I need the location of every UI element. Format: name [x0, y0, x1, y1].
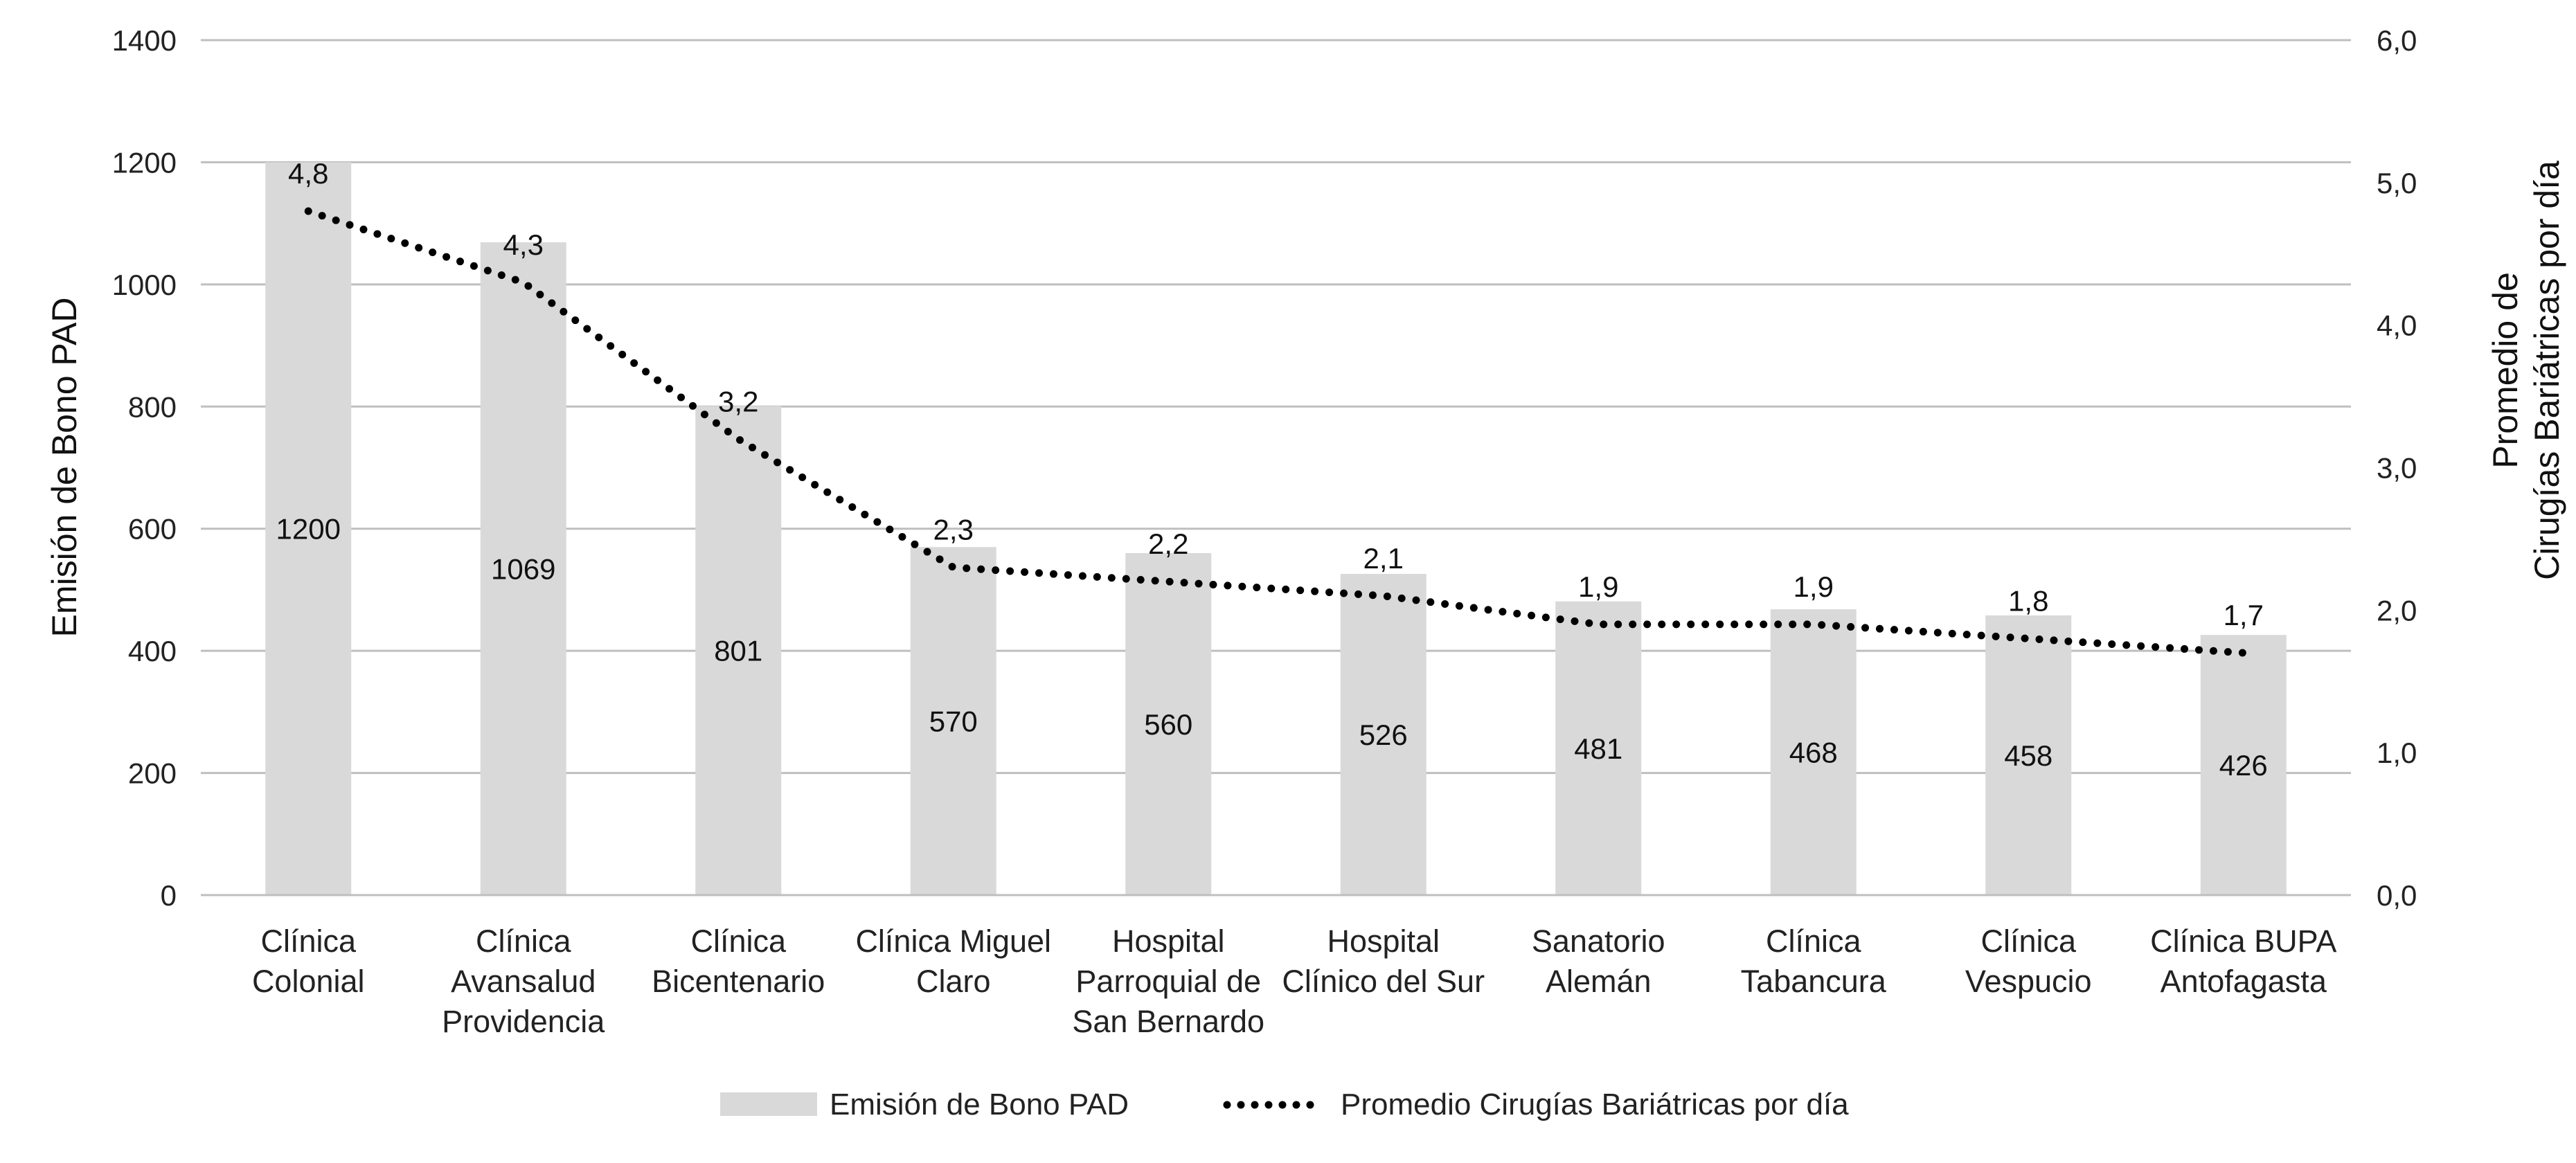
x-tick-label: Sanatorio Alemán: [1532, 923, 1665, 999]
y-right-tick-label: 4,0: [2377, 309, 2417, 342]
bar: [1985, 615, 2072, 895]
bar: [1125, 553, 1212, 895]
x-tick-label: Hospital Parroquial de San Bernardo: [1072, 923, 1264, 1039]
bar: [910, 547, 996, 895]
x-tick-label-line: Hospital: [1327, 923, 1440, 959]
x-tick-label-line: Claro: [916, 964, 991, 999]
x-tick-label-line: Antofagasta: [2161, 964, 2327, 999]
bar-value-label: 560: [1144, 708, 1192, 741]
x-tick-label-line: Alemán: [1546, 964, 1652, 999]
x-tick-label-line: Providencia: [442, 1004, 605, 1039]
line-value-label: 4,8: [288, 157, 328, 190]
bar-value-label: 481: [1574, 732, 1622, 765]
y-left-tick-label: 1400: [112, 24, 177, 57]
legend-swatch-bars: [720, 1092, 817, 1116]
y-right-axis-title: Promedio deCirugías Bariátricas por día: [2486, 161, 2566, 580]
line-value-label: 1,9: [1578, 570, 1618, 603]
line-value-label: 1,9: [1794, 570, 1834, 603]
y-right-tick-label: 1,0: [2377, 737, 2417, 769]
bar: [1555, 601, 1642, 895]
x-tick-label-line: Tabancura: [1741, 964, 1887, 999]
bar-value-label: 526: [1359, 719, 1408, 751]
axes: 0 200 400 600 800 1000 1200 1400 0,0 1,0 2,0 3,0 4,0…: [112, 24, 2417, 1039]
x-tick-label-line: Clínica Miguel: [855, 923, 1051, 959]
y-left-tick-label: 0: [161, 879, 177, 912]
x-tick-label-line: Sanatorio: [1532, 923, 1665, 959]
x-tick-label: Clínica Bicentenario: [652, 923, 825, 999]
x-tick-label: Hospital Clínico del Sur: [1282, 923, 1485, 999]
bar: [2200, 635, 2287, 895]
x-tick-label-line: San Bernardo: [1072, 1004, 1264, 1039]
data-labels: 1200 1069 801 570 560 526 481 468 458 426 4,8 4,3 3,…: [276, 157, 2268, 782]
y-right-axis-title-line: Promedio de: [2486, 272, 2525, 469]
y-right-tick-label: 6,0: [2377, 24, 2417, 57]
bar-value-label: 468: [1789, 737, 1838, 769]
bar-value-label: 570: [929, 705, 978, 738]
y-right-axis-title-line: Cirugías Bariátricas por día: [2528, 161, 2566, 580]
line-value-label: 2,1: [1363, 542, 1404, 575]
x-tick-label-line: Avansalud: [451, 964, 596, 999]
line-value-label: 4,3: [503, 228, 544, 261]
line-value-label: 1,7: [2224, 599, 2264, 631]
x-tick-label-line: Colonial: [252, 964, 365, 999]
bar-value-label: 1069: [491, 552, 555, 585]
x-tick-label-line: Clínica: [690, 923, 787, 959]
x-tick-label: Clínica Avansalud Providencia: [442, 923, 605, 1039]
x-tick-label: Clínica Vespucio: [1965, 923, 2092, 999]
bar: [1340, 573, 1426, 895]
bar-value-label: 426: [2219, 749, 2268, 782]
x-tick-label-line: Clínica: [1766, 923, 1862, 959]
legend-label-bars: Emisión de Bono PAD: [830, 1088, 1129, 1121]
x-tick-label-line: Parroquial de: [1075, 964, 1261, 999]
line-value-label: 3,2: [718, 385, 758, 417]
y-left-tick-label: 600: [128, 513, 177, 546]
line-value-label: 2,3: [933, 514, 974, 546]
x-tick-label-line: Vespucio: [1965, 964, 2092, 999]
x-tick-label-line: Clínica: [476, 923, 572, 959]
line-value-label: 1,8: [2008, 585, 2048, 617]
y-left-tick-label: 400: [128, 635, 177, 667]
y-right-tick-label: 5,0: [2377, 167, 2417, 199]
x-tick-label-line: Hospital: [1112, 923, 1225, 959]
y-right-tick-label: 0,0: [2377, 879, 2417, 912]
x-tick-label-line: Clínica: [1980, 923, 2077, 959]
bar-value-label: 1200: [276, 513, 341, 546]
y-left-axis-title: Emisión de Bono PAD: [45, 298, 84, 638]
y-left-tick-label: 800: [128, 390, 177, 423]
x-tick-label-line: Clínica: [260, 923, 357, 959]
series-line: [304, 207, 2248, 657]
x-tick-label-line: Clínico del Sur: [1282, 964, 1485, 999]
y-right-tick-label: 2,0: [2377, 594, 2417, 626]
legend-label-line: Promedio Cirugías Bariátricas por día: [1341, 1088, 1849, 1121]
x-tick-label-line: Clínica BUPA: [2150, 923, 2336, 959]
x-tick-label: Clínica BUPA Antofagasta: [2150, 923, 2336, 999]
y-left-tick-label: 1000: [112, 269, 177, 301]
bar: [265, 162, 352, 895]
line-series: [304, 207, 2248, 657]
y-left-tick-label: 200: [128, 757, 177, 790]
x-tick-label: Clínica Colonial: [252, 923, 365, 999]
bar-value-label: 458: [2004, 739, 2052, 772]
x-tick-label-line: Bicentenario: [652, 964, 825, 999]
x-tick-label: Clínica Miguel Claro: [855, 923, 1051, 999]
bar-value-label: 801: [714, 635, 762, 667]
bar: [1770, 609, 1857, 895]
bar: [695, 406, 782, 895]
line-value-label: 2,2: [1148, 528, 1188, 560]
x-tick-label: Clínica Tabancura: [1741, 923, 1887, 999]
bar: [480, 242, 566, 896]
bar-series: [265, 162, 2287, 896]
y-left-tick-label: 1200: [112, 146, 177, 179]
legend: Emisión de Bono PAD Promedio Cirugías Ba…: [720, 1088, 1849, 1121]
y-right-tick-label: 3,0: [2377, 452, 2417, 485]
